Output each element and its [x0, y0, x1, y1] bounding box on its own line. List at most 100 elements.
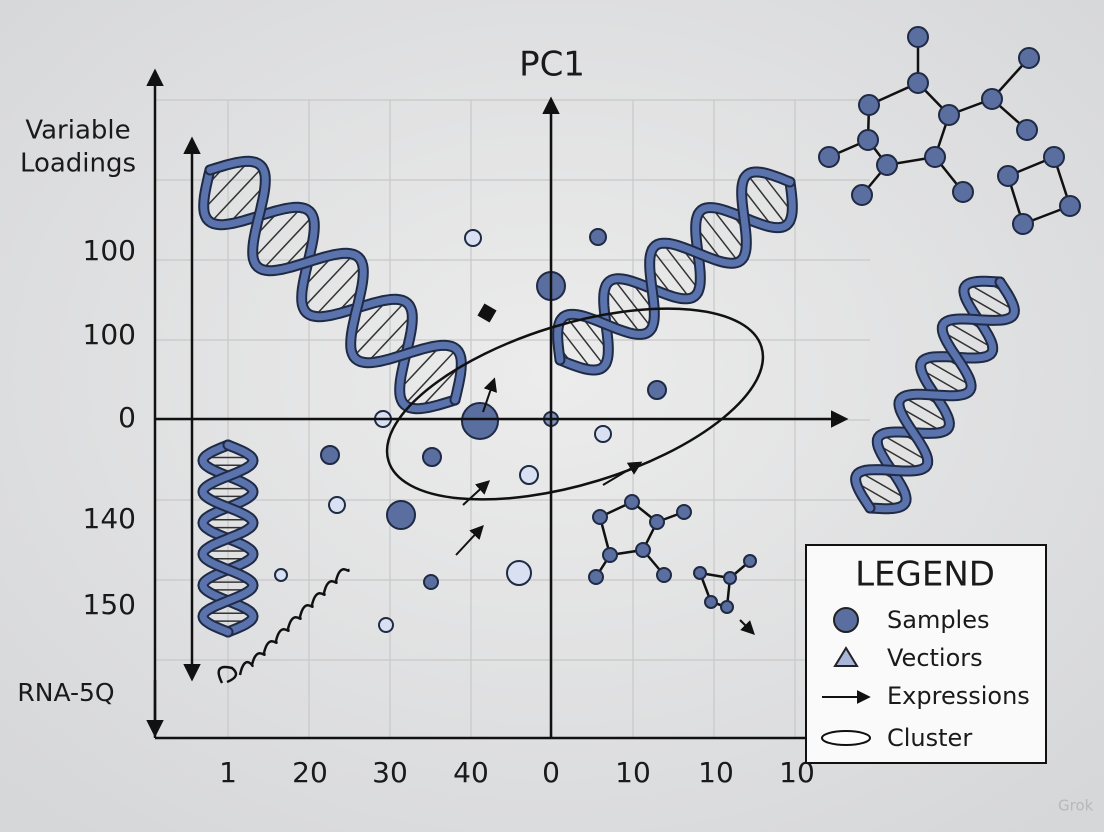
helix-rung: [967, 283, 1015, 311]
helix-rung: [403, 348, 458, 406]
atom: [938, 104, 960, 126]
y-tick-label: 140: [83, 502, 136, 535]
atom: [649, 514, 665, 530]
atom: [743, 554, 757, 568]
atom: [1059, 195, 1081, 217]
y-tick-label: 150: [83, 588, 136, 621]
x-tick-label: 1: [219, 756, 237, 789]
x-tick-label: 20: [292, 756, 328, 789]
vector-arrow: [462, 480, 491, 506]
helix-rung: [314, 264, 364, 317]
atom: [818, 146, 840, 168]
sample-point: [320, 445, 340, 465]
sample-point: [423, 574, 439, 590]
helix-rung: [924, 358, 972, 387]
helix-rung: [203, 160, 250, 210]
atom: [624, 494, 640, 510]
atom: [693, 566, 707, 580]
vector-arrow: [455, 524, 484, 556]
atom: [907, 72, 929, 94]
helix-rung: [881, 433, 929, 462]
legend-symbol: [833, 646, 859, 667]
helix-rung: [353, 301, 406, 358]
dna-helix: [850, 275, 1020, 515]
helix-rung: [662, 242, 700, 291]
vector-arrow: [739, 619, 755, 635]
squiggle: [217, 568, 350, 684]
y-tick-label: 100: [83, 234, 136, 267]
helix-rung: [711, 207, 747, 252]
y-tick-label: 100: [83, 318, 136, 351]
watermark: Grok: [1058, 797, 1094, 815]
y-tick-label: 0: [118, 401, 136, 434]
atom: [952, 181, 974, 203]
helix-strand: [556, 178, 796, 374]
x-tick-label: 10: [615, 756, 651, 789]
sample-point: [647, 380, 667, 400]
x-tick-label: 30: [372, 756, 408, 789]
vector-arrow: [602, 461, 643, 486]
sample-point: [594, 425, 612, 443]
helix-rung: [613, 278, 653, 329]
helix-rung: [699, 211, 740, 263]
diamond-marker: [477, 303, 497, 323]
atom: [981, 88, 1003, 110]
atom: [588, 569, 604, 585]
helix-rung: [651, 249, 691, 299]
helix-strand: [200, 166, 459, 413]
molecule: [588, 494, 692, 585]
sample-point: [461, 402, 499, 440]
helix-rung: [399, 344, 442, 390]
atom: [1016, 119, 1038, 141]
atom: [858, 94, 880, 116]
legend: LEGEND Samples Vectiors Expressions Clus…: [805, 544, 1047, 764]
sample-point: [422, 447, 442, 467]
helix-rung: [746, 174, 788, 226]
atom: [1043, 146, 1065, 168]
helix-rung: [557, 325, 593, 371]
helix-strand: [199, 441, 257, 636]
atom: [592, 509, 608, 525]
helix-rung: [366, 314, 413, 364]
atom: [704, 595, 718, 609]
sample-point: [386, 500, 416, 530]
helix-rung: [946, 320, 994, 349]
legend-title: LEGEND: [855, 555, 995, 595]
helix-rung: [902, 396, 950, 424]
sample-point: [464, 229, 482, 247]
legend-label: Samples: [887, 606, 990, 634]
atom: [1012, 213, 1034, 235]
atom: [851, 184, 873, 206]
sample-point: [328, 496, 346, 514]
x-tick-label: 0: [542, 756, 560, 789]
molecule: [818, 26, 1081, 235]
helix-rung: [252, 207, 302, 260]
atom: [997, 165, 1019, 187]
sample-point: [506, 560, 532, 586]
atom: [656, 567, 672, 583]
atom: [857, 129, 879, 151]
bottom-label: RNA-5Q: [17, 678, 114, 707]
x-tick-label: 10: [698, 756, 734, 789]
dna-helix: [198, 155, 467, 415]
atom: [602, 547, 618, 563]
legend-symbol: [833, 607, 859, 633]
x-tick-label: 40: [453, 756, 489, 789]
atom: [676, 504, 692, 520]
y-axis-label: Loadings: [20, 149, 136, 179]
legend-label: Expressions: [887, 682, 1030, 710]
helix-rung: [261, 215, 314, 271]
helix-rung: [302, 253, 355, 309]
vector-arrow: [482, 377, 497, 413]
helix-strand: [206, 157, 465, 404]
dna-helix: [197, 439, 259, 638]
atom: [876, 154, 898, 176]
sample-point: [274, 568, 288, 582]
atom: [723, 571, 737, 585]
atom: [924, 146, 946, 168]
artwork: [197, 26, 1081, 684]
legend-symbol: [821, 730, 871, 746]
legend-label: Vectiors: [887, 644, 983, 672]
helix-rung: [564, 315, 605, 367]
